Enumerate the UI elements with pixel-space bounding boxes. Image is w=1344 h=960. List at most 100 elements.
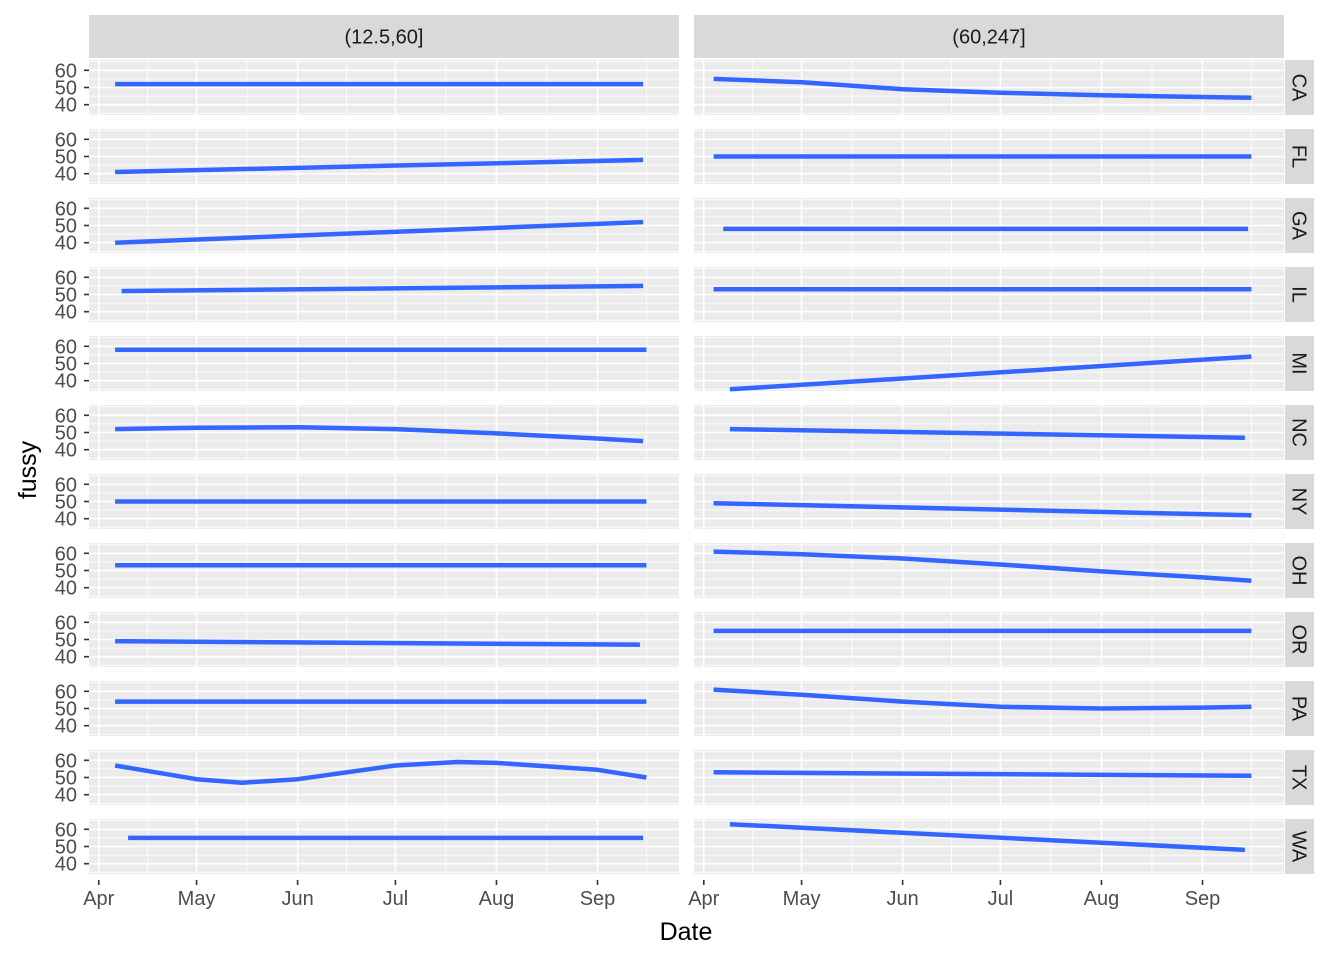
y-tick-label: 50 — [55, 768, 77, 790]
y-tick-label: 40 — [55, 302, 77, 324]
panel-il-0 — [89, 267, 679, 322]
y-tick-label: 50 — [55, 699, 77, 721]
y-tick-label: 60 — [55, 750, 77, 772]
row-strip-label: IL — [1288, 286, 1310, 303]
x-tick-label: Apr — [83, 888, 114, 910]
panel-ny-1 — [694, 474, 1284, 529]
column-strip-label: (12.5,60] — [345, 27, 424, 49]
row-strip-label: OH — [1288, 556, 1310, 586]
y-tick-label: 60 — [55, 405, 77, 427]
row-strip-label: CA — [1288, 74, 1310, 102]
x-tick-label: Jun — [886, 888, 918, 910]
y-tick-label: 40 — [55, 371, 77, 393]
series-line-wa-1 — [729, 821, 1246, 853]
y-tick-label: 60 — [55, 543, 77, 565]
x-tick-label: Aug — [479, 888, 515, 910]
panel-mi-0 — [89, 336, 679, 391]
y-tick-label: 60 — [55, 612, 77, 634]
y-tick-label: 40 — [55, 854, 77, 876]
series-line-pa-1 — [713, 687, 1252, 711]
series-line-ga-0 — [115, 219, 644, 245]
y-tick-label: 60 — [55, 129, 77, 151]
x-axis-title: Date — [660, 918, 713, 946]
series-line-oh-1 — [713, 549, 1252, 584]
y-tick-label: 50 — [55, 630, 77, 652]
x-tick-label: Jul — [988, 888, 1014, 910]
y-tick-label: 60 — [55, 681, 77, 703]
series-line-tx-0 — [114, 759, 647, 785]
column-strip — [89, 15, 679, 58]
series-line-mi-1 — [729, 354, 1252, 392]
y-tick-label: 60 — [55, 198, 77, 220]
x-tick-label: Jul — [383, 888, 409, 910]
row-strip — [1285, 612, 1314, 667]
y-tick-label: 40 — [55, 785, 77, 807]
y-tick-label: 60 — [55, 474, 77, 496]
row-strip-label: NC — [1288, 418, 1310, 447]
row-strip — [1285, 129, 1314, 184]
panel-or-0 — [89, 612, 679, 667]
x-tick-label: May — [783, 888, 821, 910]
y-tick-label: 50 — [55, 423, 77, 445]
row-strip — [1285, 474, 1314, 529]
row-strip — [1285, 543, 1314, 598]
y-tick-label: 40 — [55, 578, 77, 600]
x-tick-label: Sep — [580, 888, 616, 910]
x-tick-label: May — [178, 888, 216, 910]
x-tick-label: Apr — [688, 888, 719, 910]
panel-or-1 — [694, 612, 1284, 667]
series-line-tx-1 — [713, 770, 1252, 779]
panel-wa-0 — [89, 819, 679, 874]
panel-pa-0 — [89, 681, 679, 736]
row-strip-label: TX — [1288, 765, 1310, 791]
row-strip — [1285, 750, 1314, 805]
y-tick-label: 50 — [55, 837, 77, 859]
y-tick-label: 50 — [55, 285, 77, 307]
y-tick-label: 60 — [55, 267, 77, 289]
y-tick-label: 40 — [55, 440, 77, 462]
y-tick-label: 40 — [55, 647, 77, 669]
row-strip — [1285, 267, 1314, 322]
y-tick-label: 60 — [55, 336, 77, 358]
panel-ca-0 — [89, 60, 679, 115]
y-axis-title: fussy — [14, 440, 42, 499]
y-tick-label: 40 — [55, 233, 77, 255]
y-tick-label: 60 — [55, 60, 77, 82]
row-strip — [1285, 336, 1314, 391]
panels-layer: (12.5,60] (60,247]CA405060FL405060GA40506… — [55, 15, 1314, 910]
y-tick-label: 50 — [55, 492, 77, 514]
panel-il-1 — [694, 267, 1284, 322]
panel-ga-1 — [694, 198, 1284, 253]
y-tick-label: 50 — [55, 216, 77, 238]
y-tick-label: 60 — [55, 819, 77, 841]
row-strip-label: PA — [1288, 696, 1310, 722]
panel-mi-1 — [694, 336, 1284, 391]
panel-ca-1 — [694, 60, 1284, 115]
column-strip-label: (60,247] — [952, 27, 1025, 49]
panel-oh-0 — [89, 543, 679, 598]
y-tick-label: 40 — [55, 164, 77, 186]
x-tick-label: Sep — [1185, 888, 1221, 910]
row-strip-label: MI — [1288, 352, 1310, 374]
row-strip-label: GA — [1288, 211, 1310, 241]
panel-fl-0 — [89, 129, 679, 184]
series-line-fl-0 — [115, 157, 644, 175]
y-tick-label: 50 — [55, 354, 77, 376]
row-strip — [1285, 198, 1314, 253]
y-tick-label: 40 — [55, 95, 77, 117]
row-strip — [1285, 60, 1314, 115]
x-tick-label: Aug — [1084, 888, 1120, 910]
series-line-nc-1 — [729, 426, 1245, 440]
y-tick-label: 40 — [55, 509, 77, 531]
y-tick-label: 50 — [55, 147, 77, 169]
row-strip-label: WA — [1288, 831, 1310, 863]
row-strip-label: FL — [1288, 145, 1310, 168]
series-line-il-0 — [121, 283, 644, 294]
y-tick-label: 50 — [55, 561, 77, 583]
series-line-ny-1 — [713, 500, 1252, 518]
row-strip-label: OR — [1288, 625, 1310, 655]
y-tick-label: 40 — [55, 716, 77, 738]
series-line-nc-0 — [115, 425, 644, 444]
series-line-ca-1 — [713, 76, 1252, 101]
